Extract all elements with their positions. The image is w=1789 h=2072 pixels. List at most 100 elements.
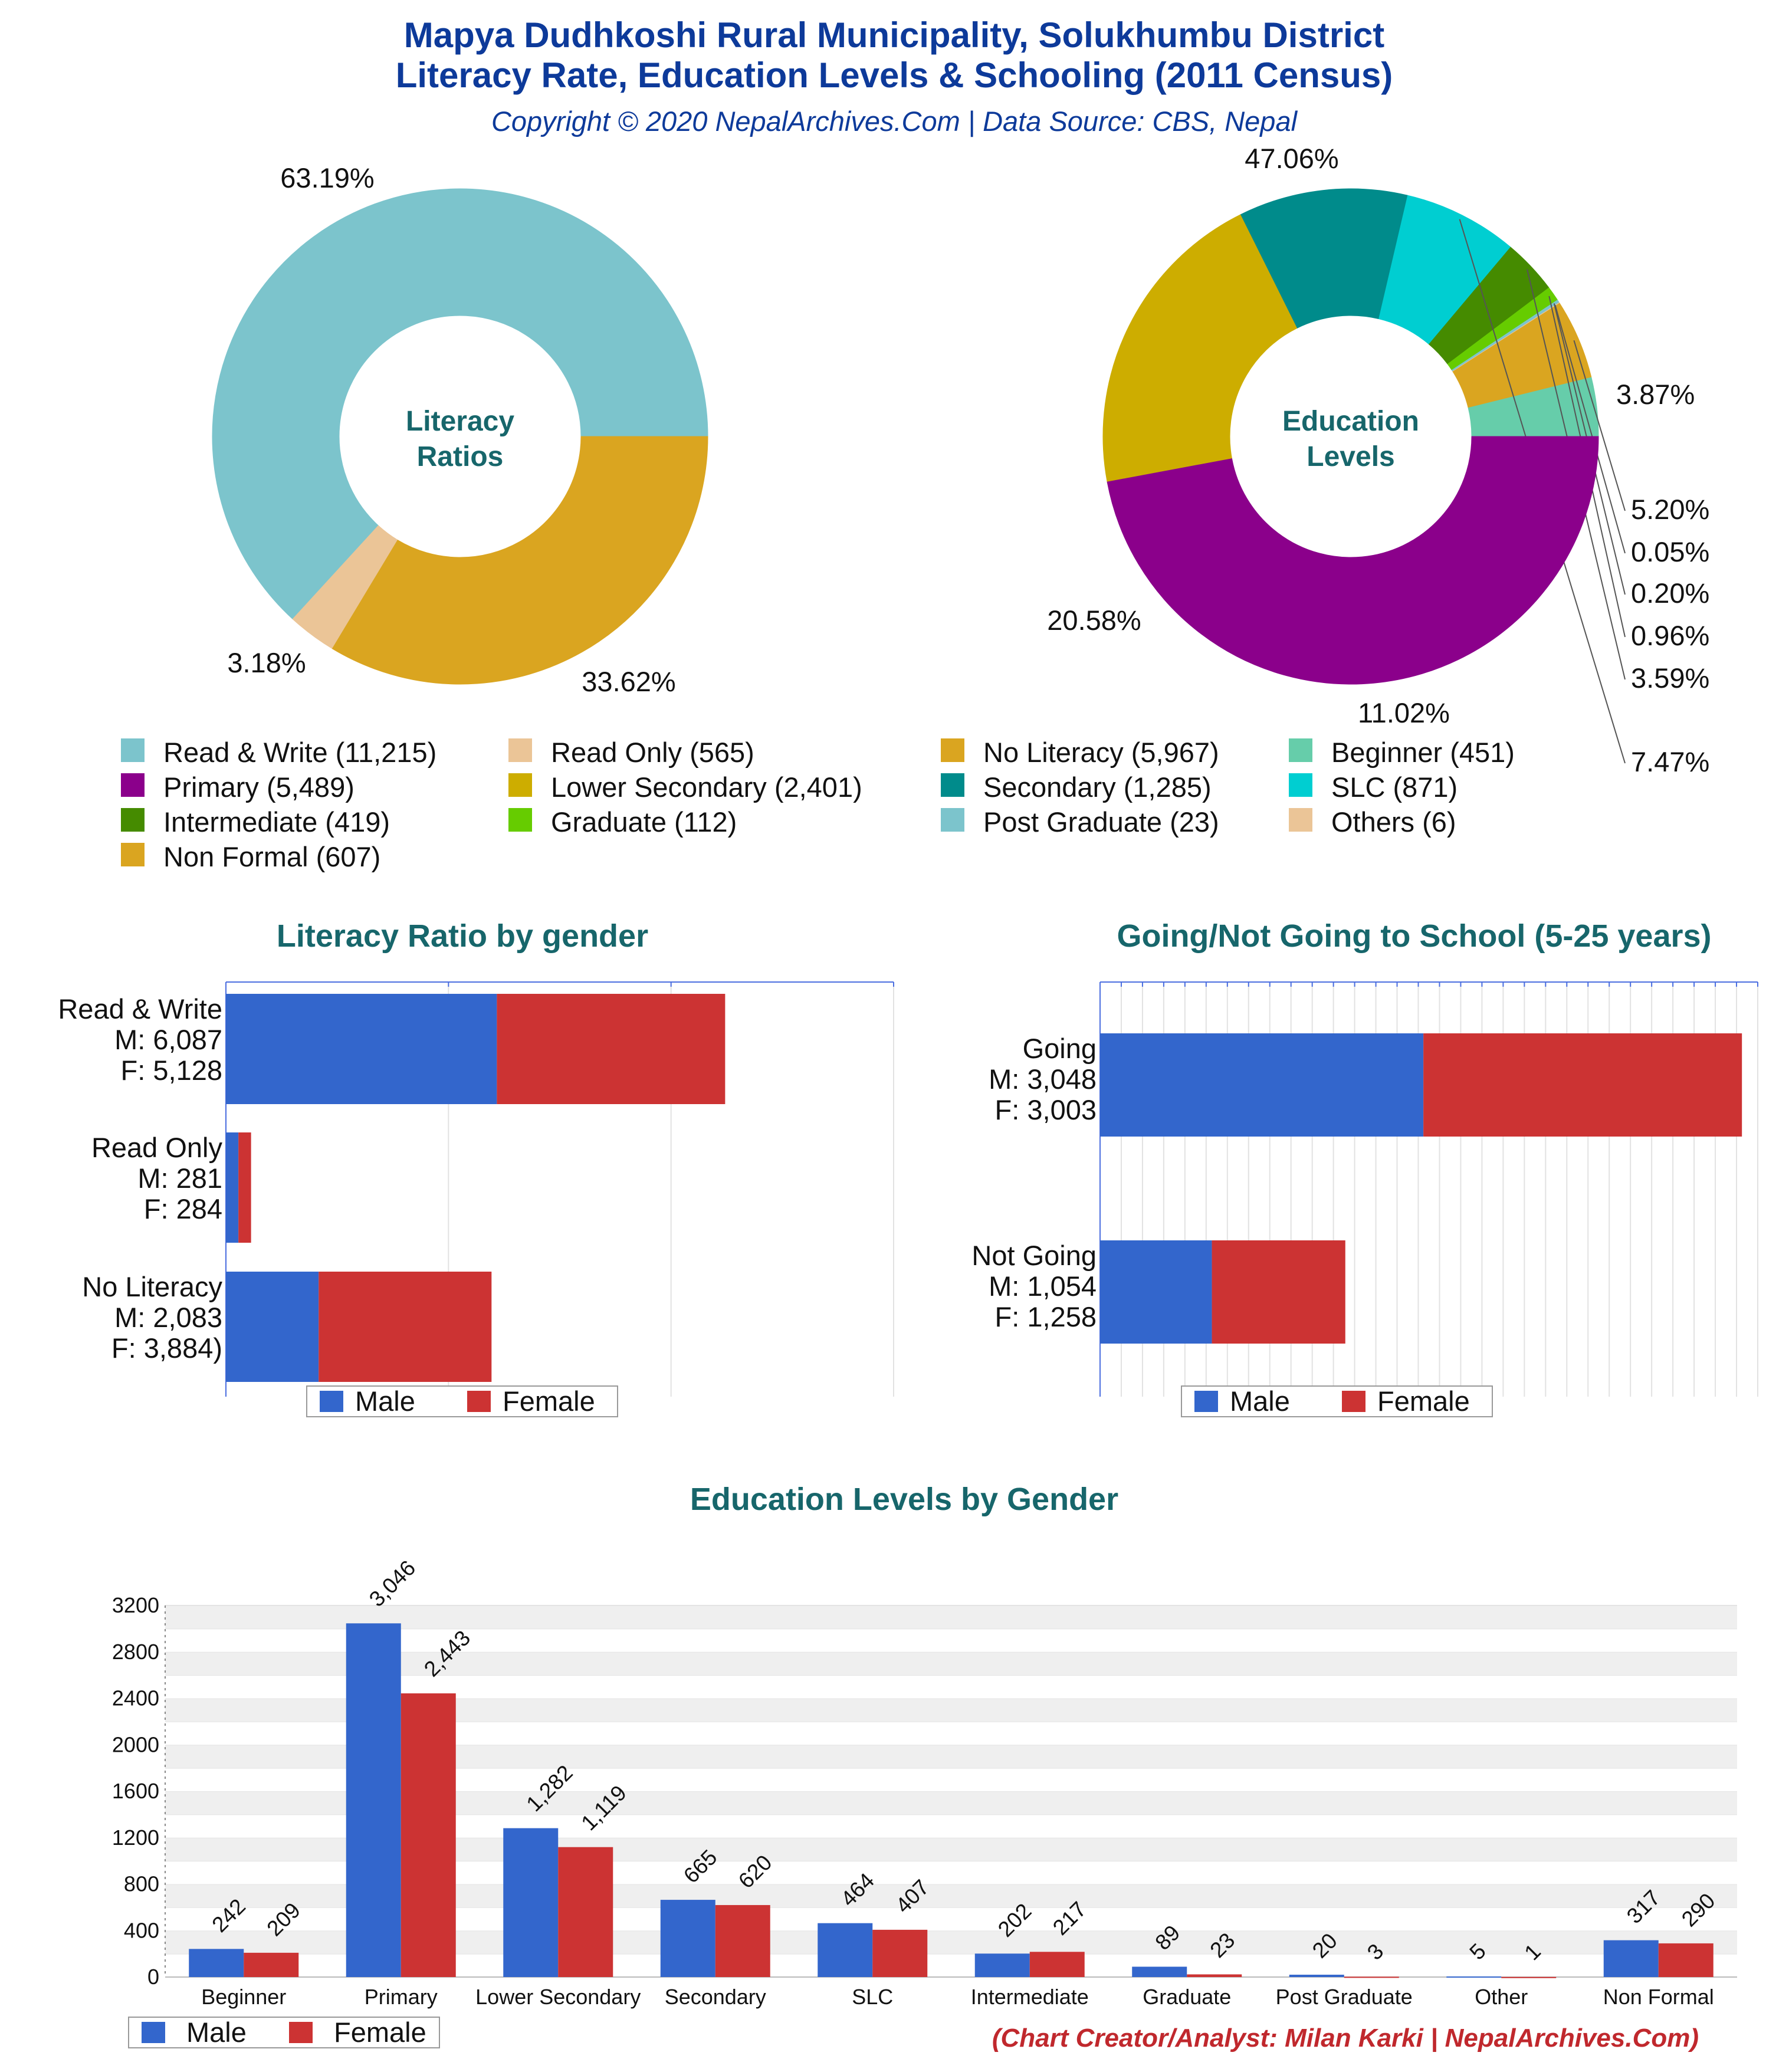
education-percent-label: 0.96%	[1631, 620, 1709, 651]
category-label: M: 281	[137, 1163, 222, 1194]
legend-male-label: Male	[1230, 1385, 1290, 1417]
female-bar	[1423, 1033, 1742, 1137]
male-bar	[189, 1949, 244, 1977]
literacy-center-label: Literacy	[406, 406, 514, 437]
male-bar	[1603, 1940, 1659, 1977]
category-label: M: 6,087	[114, 1024, 222, 1055]
y-tick-label: 400	[124, 1918, 159, 1942]
legend-label: Read Only (565)	[551, 737, 754, 768]
legend-swatch	[121, 738, 145, 762]
legend-swatch	[1289, 773, 1312, 797]
y-tick-label: 800	[124, 1872, 159, 1896]
legend-label: Intermediate (419)	[163, 806, 390, 838]
male-bar	[1289, 1975, 1344, 1977]
male-bar	[346, 1623, 401, 1977]
literacy-center-label: Ratios	[417, 441, 504, 472]
male-bar	[226, 1132, 239, 1243]
male-bar	[1132, 1966, 1187, 1977]
literacy-percent-label: 3.18%	[227, 647, 306, 678]
education-by-gender-chart: Education Levels by Gender 0 400 800 1200 160…	[112, 1482, 1737, 2048]
education-percent-label: 0.05%	[1631, 536, 1709, 567]
legend-swatch-male	[1194, 1391, 1218, 1412]
legend-swatch	[1289, 738, 1312, 762]
female-bar	[1501, 1976, 1557, 1978]
female-bar	[1029, 1952, 1085, 1977]
legend-swatch	[508, 738, 532, 762]
legend-label: No Literacy (5,967)	[983, 737, 1219, 768]
female-bar	[872, 1929, 928, 1977]
legend-label: Post Graduate (23)	[983, 806, 1219, 838]
main-title-line2: Literacy Rate, Education Levels & School…	[396, 55, 1393, 95]
legend-swatch	[1289, 808, 1312, 832]
value-label: 3,046	[365, 1556, 420, 1611]
legend-swatch	[941, 808, 964, 832]
x-tick-label: Primary	[365, 1985, 438, 2009]
female-bar	[715, 1904, 770, 1977]
legend-swatch	[508, 773, 532, 797]
female-bar	[401, 1693, 456, 1977]
female-bar	[244, 1952, 299, 1977]
legend-swatch	[121, 843, 145, 866]
legend-label: Others (6)	[1331, 806, 1456, 838]
y-tick-label: 1200	[112, 1825, 159, 1850]
legend-female-label: Female	[334, 2017, 426, 2048]
legend-frame	[1181, 1385, 1493, 1417]
legend-swatch-female	[289, 2022, 313, 2043]
category-label: Going	[1023, 1033, 1097, 1064]
female-bar	[497, 994, 726, 1104]
x-tick-label: Beginner	[201, 1985, 286, 2009]
legend-swatch-female	[1342, 1391, 1365, 1412]
education-leader-line	[1554, 304, 1626, 554]
education-percent-label: 3.87%	[1616, 379, 1695, 410]
category-label: Read Only	[91, 1132, 223, 1163]
legend-label: Non Formal (607)	[163, 841, 380, 872]
legend-label: Beginner (451)	[1331, 737, 1515, 768]
legend-label: SLC (871)	[1331, 771, 1458, 803]
male-bar	[818, 1923, 873, 1977]
male-bar	[1446, 1976, 1502, 1978]
education-percent-label: 11.02%	[1358, 697, 1450, 728]
legend-swatch	[508, 808, 532, 832]
category-label: F: 3,003	[995, 1094, 1097, 1125]
male-bar	[226, 1272, 319, 1382]
legend-label: Read & Write (11,215)	[163, 737, 436, 768]
x-tick-label: Other	[1475, 1985, 1528, 2009]
legend-label: Primary (5,489)	[163, 771, 354, 803]
education-percent-label: 5.20%	[1631, 494, 1709, 525]
education-percent-label: 0.20%	[1631, 577, 1709, 609]
x-tick-label: Lower Secondary	[475, 1985, 641, 2009]
education-slice	[1102, 214, 1298, 482]
female-bar	[558, 1847, 613, 1977]
category-label: F: 1,258	[995, 1301, 1097, 1332]
education-percent-label: 47.06%	[1245, 143, 1338, 174]
education-percent-label: 20.58%	[1047, 605, 1141, 636]
category-label: Read & Write	[58, 993, 222, 1024]
education-slice	[1107, 436, 1599, 685]
y-tick-label: 2000	[112, 1732, 159, 1756]
x-tick-label: Graduate	[1143, 1985, 1231, 2009]
female-bar	[319, 1272, 492, 1382]
x-tick-label: Secondary	[665, 1985, 766, 2009]
x-tick-label: Non Formal	[1603, 1985, 1714, 2009]
education-leader-line	[1573, 340, 1626, 511]
education-center-label: Levels	[1307, 441, 1394, 472]
education-levels-donut: 3.87% 5.20% 0.05% 0.20% 0.96% 3.59% 7.47% 11.02…	[1047, 143, 1709, 777]
category-label: M: 1,054	[989, 1270, 1097, 1302]
male-bar	[503, 1828, 559, 1977]
female-bar	[1212, 1240, 1345, 1344]
copyright-subtitle: Copyright © 2020 NepalArchives.Com | Dat…	[491, 106, 1298, 137]
main-title-line1: Mapya Dudhkoshi Rural Municipality, Solu…	[404, 15, 1384, 55]
literacy-ratio-donut: 63.19% 3.18% 33.62% Literacy Ratios	[212, 162, 708, 697]
literacy-slice	[212, 188, 708, 620]
legend-swatch	[121, 808, 145, 832]
category-label: F: 5,128	[121, 1055, 222, 1086]
y-tick-label: 1600	[112, 1779, 159, 1803]
chart-title: Literacy Ratio by gender	[277, 918, 648, 954]
category-label: M: 3,048	[989, 1063, 1097, 1095]
category-label: Not Going	[971, 1240, 1097, 1271]
male-bar	[1100, 1240, 1212, 1344]
category-label: F: 3,884)	[111, 1332, 222, 1364]
